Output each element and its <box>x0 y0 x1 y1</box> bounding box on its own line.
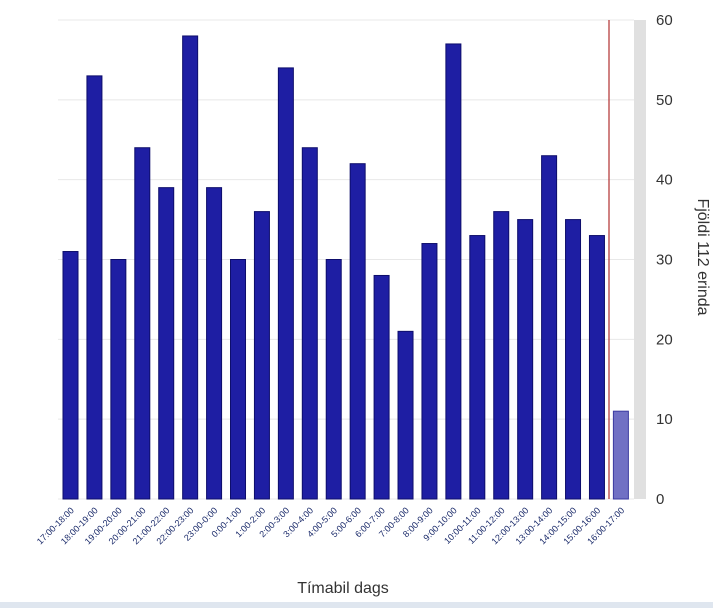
bar-11:00-12:00[interactable] <box>493 211 510 500</box>
bar-22:00-23:00[interactable] <box>182 35 199 500</box>
y-tick-label: 0 <box>656 491 664 508</box>
y-tick-label: 20 <box>656 331 673 348</box>
y-tick-label: 50 <box>656 92 673 109</box>
bar-23:00-0:00[interactable] <box>206 187 223 500</box>
bar-21:00-22:00[interactable] <box>158 187 175 500</box>
bar-12:00-13:00[interactable] <box>517 219 534 500</box>
x-tick-labels: 17:00-18:0018:00-19:0019:00-20:0020:00-2… <box>35 505 626 546</box>
bar-2:00-3:00[interactable] <box>277 67 294 500</box>
y-tick-label: 30 <box>656 252 673 269</box>
y-axis-title: Fjöldi 112 erinda <box>694 198 711 315</box>
bar-19:00-20:00[interactable] <box>110 259 127 500</box>
bar-13:00-14:00[interactable] <box>541 155 558 500</box>
y-tick-label: 60 <box>656 12 673 29</box>
bar-17:00-18:00[interactable] <box>62 251 79 500</box>
axis-band <box>634 20 646 499</box>
bar-15:00-16:00[interactable] <box>588 235 605 500</box>
bar-3:00-4:00[interactable] <box>301 147 318 500</box>
bar-7:00-8:00[interactable] <box>397 330 414 500</box>
bar-8:00-9:00[interactable] <box>421 243 438 500</box>
bars <box>62 35 629 500</box>
gridlines <box>58 19 634 500</box>
x-axis-title: Tímabil dags <box>297 580 389 597</box>
bar-18:00-19:00[interactable] <box>86 75 103 500</box>
bar-6:00-7:00[interactable] <box>373 274 390 500</box>
bottom-scroll-strip <box>0 602 713 608</box>
bar-9:00-10:00[interactable] <box>445 43 462 500</box>
bar-10:00-11:00[interactable] <box>469 235 486 500</box>
y-tick-label: 10 <box>656 411 673 428</box>
bar-20:00-21:00[interactable] <box>134 147 151 500</box>
bar-16:00-17:00[interactable] <box>612 410 629 500</box>
side-band <box>608 20 646 499</box>
y-tick-label: 40 <box>656 172 673 189</box>
bar-5:00-6:00[interactable] <box>349 163 366 500</box>
bar-4:00-5:00[interactable] <box>325 259 342 500</box>
bar-14:00-15:00[interactable] <box>565 219 582 500</box>
y-tick-labels: 0 10 20 30 40 50 60 <box>656 12 673 508</box>
bar-1:00-2:00[interactable] <box>253 211 270 500</box>
bar-0:00-1:00[interactable] <box>230 259 247 500</box>
